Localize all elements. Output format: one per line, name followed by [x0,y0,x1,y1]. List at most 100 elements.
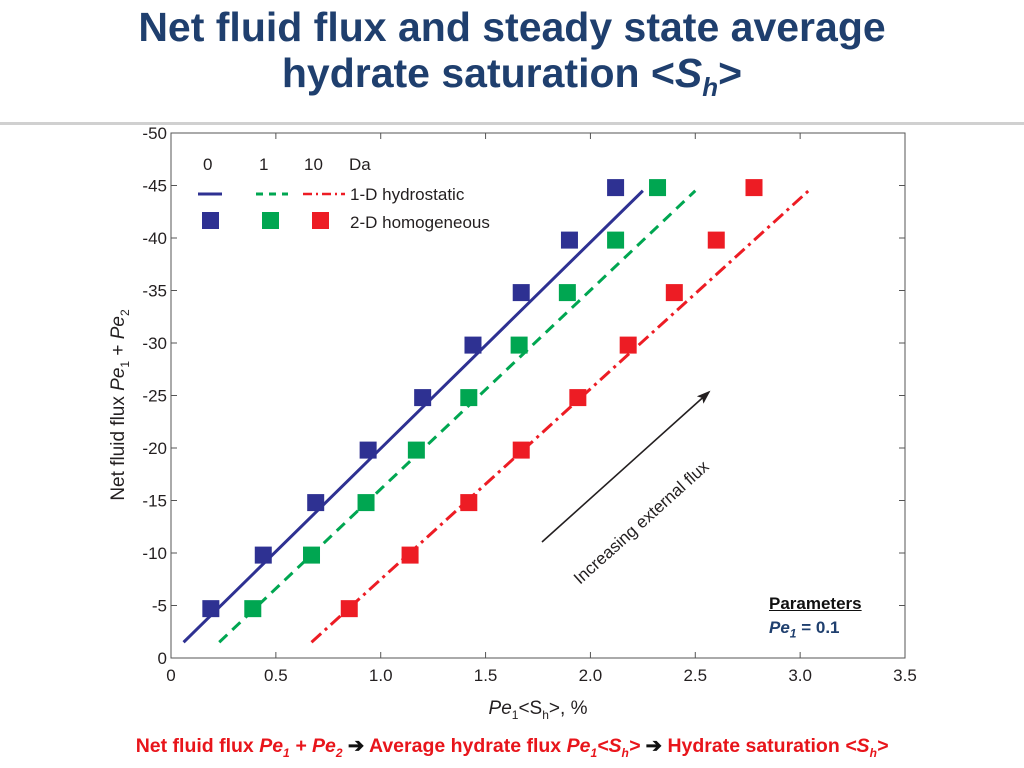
data-point-da0 [307,494,325,512]
data-points [202,179,763,618]
x-label-mid: <S [518,698,542,719]
legend-marker-da10 [312,212,329,229]
param-sym: Pe [769,618,790,637]
data-point-da10 [460,494,478,512]
legend: 0 1 10 Da 1-D hydrostatic 2-D homogeneou… [198,155,490,232]
footer-caption: Net fluid flux Pe1 + Pe2 ➔ Average hydra… [0,734,1024,760]
legend-da-label: Da [349,155,371,174]
footer-sub2: 2 [335,745,343,760]
title-line-2-end: > [718,50,743,96]
x-tick-label: 1.5 [474,666,498,685]
title-line-1: Net fluid flux and steady state average [138,4,886,50]
x-tick-label: 2.0 [579,666,603,685]
fit-lines [182,189,810,644]
data-point-da1 [460,389,478,407]
y-label-sym1: Pe [108,368,129,391]
title-divider [0,122,1024,125]
footer-part1: Net fluid flux [135,735,260,757]
data-point-da10 [745,179,763,197]
flux-annotation: Increasing external flux [570,457,713,588]
title-line-2: hydrate saturation <Sh> [0,50,1024,110]
title-symbol: S [674,50,703,96]
footer-part3: Hydrate saturation [667,735,846,757]
y-axis-label: Net fluid flux Pe1 + Pe2 [108,309,132,501]
data-point-da1 [607,231,625,249]
x-tick-label: 0 [166,666,175,685]
data-point-da0 [560,231,578,249]
footer-sym4: <S [845,735,870,757]
y-axis: 0 -5 -10 -15 -20 -25 -30 -35 -40 -45 -50 [142,124,905,668]
footer-sub3b: h [621,745,629,760]
x-axis: 0 0.5 1.0 1.5 2.0 2.5 3.0 3.5 [166,133,917,685]
footer-sub1: 1 [283,745,290,760]
footer-sym1: Pe [259,735,284,757]
x-tick-label: 2.5 [683,666,707,685]
data-point-da1 [303,546,321,564]
legend-line-label: 1-D hydrostatic [350,185,465,204]
x-tick-label: 3.0 [788,666,812,685]
x-tick-label: 0.5 [264,666,288,685]
chart: 0 0.5 1.0 1.5 2.0 2.5 3.0 3.5 0 -5 -10 -15 -20 -25 -3… [108,124,917,722]
legend-da-10: 10 [304,155,323,174]
fit-line-da1 [218,189,697,644]
title-line-2-text: hydrate saturation < [281,50,675,96]
y-label-sub1: 1 [118,361,132,368]
y-tick-label: -50 [142,124,167,143]
data-point-da0 [512,284,530,302]
x-tick-label: 1.0 [369,666,393,685]
legend-marker-label: 2-D homogeneous [350,213,490,232]
data-point-da10 [569,389,587,407]
y-tick-label: -25 [142,387,167,406]
parameters-box: Parameters Pe1 = 0.1 [769,592,862,645]
data-point-da0 [202,600,220,618]
data-point-da10 [665,284,683,302]
footer-arrow-1: ➔ [342,735,369,757]
footer-sym3c: > [628,735,641,757]
y-tick-label: -45 [142,177,167,196]
y-tick-label: -20 [142,439,167,458]
fit-line-da0 [182,189,644,644]
data-point-da1 [558,284,576,302]
data-point-da10 [401,546,419,564]
slide-title: Net fluid flux and steady state average … [0,4,1024,110]
footer-sym2: Pe [311,735,336,757]
y-tick-label: -40 [142,229,167,248]
data-point-da0 [254,546,272,564]
y-label-sym2: Pe [108,316,129,339]
legend-da-0: 0 [203,155,212,174]
data-point-da0 [607,179,625,197]
data-point-da10 [340,600,358,618]
x-label-sub2: h [542,708,549,722]
y-tick-label: -10 [142,544,167,563]
title-symbol-sub: h [702,72,719,103]
footer-sym4c: > [876,735,889,757]
footer-arrow-2: ➔ [640,735,668,757]
y-label-text: Net fluid flux [108,391,129,501]
param-value: = 0.1 [796,618,840,637]
y-label-plus: + [108,339,129,361]
plot-frame [170,132,906,659]
legend-marker-da0 [202,212,219,229]
legend-da-1: 1 [259,155,268,174]
footer-sub3: 1 [590,745,598,760]
x-label-sym: Pe [489,698,512,719]
x-label-sub1: 1 [512,708,519,722]
footer-sym3b: <S [597,735,622,757]
param-sub: 1 [789,626,797,641]
data-point-da0 [414,389,432,407]
x-tick-label: 3.5 [893,666,917,685]
data-point-da10 [707,231,725,249]
parameters-value: Pe1 = 0.1 [769,616,862,645]
data-point-da1 [357,494,375,512]
legend-marker-da1 [262,212,279,229]
x-axis-label: Pe1<Sh>, % [489,698,588,722]
footer-sub4: h [869,745,877,760]
data-point-da1 [649,179,667,197]
y-tick-label: -5 [152,597,167,616]
y-tick-label: -35 [142,282,167,301]
y-tick-label: 0 [158,649,167,668]
data-point-da0 [359,441,377,459]
y-tick-label: -30 [142,334,167,353]
footer-plus: + [289,735,312,757]
footer-part2: Average hydrate flux [368,735,567,757]
